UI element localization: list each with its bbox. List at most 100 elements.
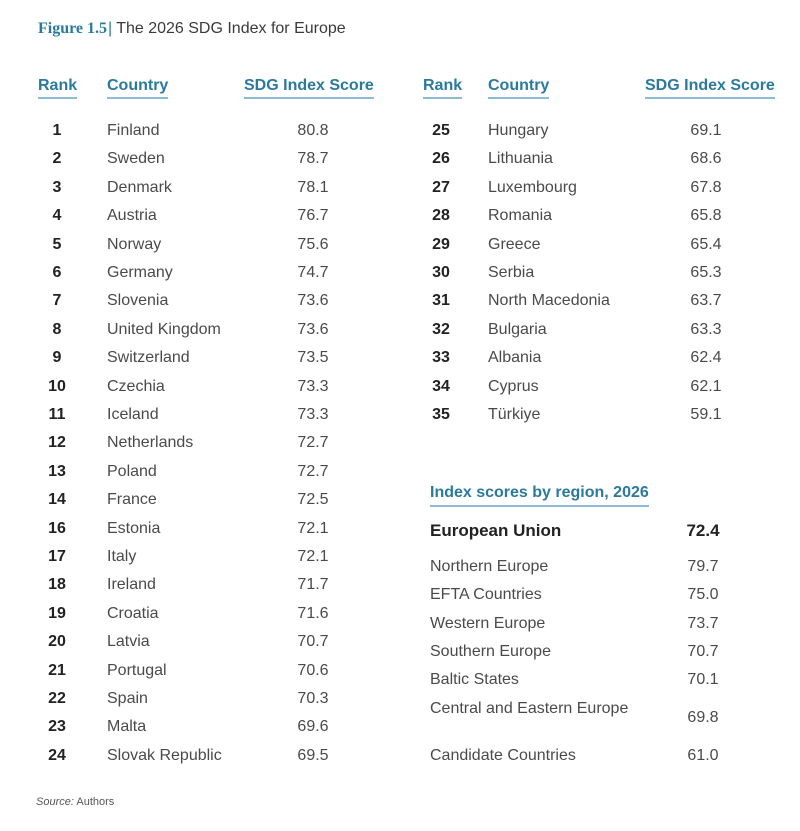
table-row: 1 Finland 80.8 [40, 122, 380, 150]
country-cell: Austria [107, 207, 157, 225]
country-cell: Portugal [107, 661, 167, 679]
rank-cell: 7 [52, 292, 62, 310]
score-cell: 62.4 [690, 349, 722, 367]
rank-cell: 20 [48, 633, 66, 651]
rank-cell: 8 [52, 320, 62, 338]
score-cell: 68.6 [690, 150, 722, 168]
rank-cell: 31 [432, 292, 450, 310]
country-cell: Romania [488, 207, 553, 225]
table-row: 11 Iceland 73.3 [40, 406, 380, 434]
region-score: 70.1 [687, 671, 719, 688]
score-cell: 78.7 [297, 150, 329, 168]
region-score: 61.0 [687, 747, 719, 764]
rank-cell: 13 [48, 462, 66, 480]
region-score: 75.0 [687, 586, 719, 603]
rank-cell: 27 [432, 178, 450, 196]
rank-cell: 30 [432, 264, 450, 281]
score-cell: 76.7 [297, 207, 329, 225]
score-cell: 62.1 [690, 377, 722, 395]
rank-cell: 25 [432, 122, 450, 139]
table-row: 18 Ireland 71.7 [40, 576, 380, 604]
score-cell: 80.8 [297, 122, 329, 139]
region-name: European Union [430, 521, 562, 540]
table-row: 2 Sweden 78.7 [40, 150, 380, 178]
table-row: 4 Austria 76.7 [40, 207, 380, 235]
rank-cell: 4 [52, 207, 62, 225]
table-row: 29 Greece 65.4 [424, 236, 764, 264]
score-cell: 71.7 [297, 576, 329, 594]
score-cell: 70.3 [297, 690, 329, 707]
region-name: Southern Europe [430, 643, 551, 660]
table-row: 30 Serbia 65.3 [424, 264, 764, 292]
region-scores-title: Index scores by region, 2026 [430, 484, 649, 507]
rank-cell: 2 [52, 150, 62, 168]
region-score: 70.7 [687, 643, 719, 660]
country-cell: France [107, 491, 157, 509]
country-cell: Slovenia [107, 292, 169, 310]
header-score-left: SDG Index Score [244, 77, 374, 99]
rank-cell: 26 [432, 150, 450, 168]
score-cell: 75.6 [297, 235, 329, 253]
table-row: 8 United Kingdom 73.6 [40, 321, 380, 349]
table-row: 24 Slovak Republic 69.5 [40, 747, 380, 775]
country-cell: Norway [107, 235, 162, 253]
country-cell: Latvia [107, 633, 150, 651]
score-cell: 65.3 [690, 264, 722, 281]
score-cell: 70.6 [297, 661, 329, 679]
score-cell: 67.8 [690, 178, 722, 196]
title-separator: | [108, 20, 113, 37]
rank-cell: 18 [48, 576, 66, 594]
region-name: Baltic States [430, 671, 519, 688]
country-cell: Switzerland [107, 349, 190, 367]
rank-cell: 12 [48, 434, 66, 452]
score-cell: 69.6 [297, 718, 329, 736]
country-cell: Bulgaria [488, 320, 547, 338]
table-row: 16 Estonia 72.1 [40, 520, 380, 548]
table-row: 27 Luxembourg 67.8 [424, 179, 764, 207]
region-name: Candidate Countries [430, 747, 576, 764]
region-name: Northern Europe [430, 558, 549, 575]
country-cell: Luxembourg [488, 178, 577, 196]
table-row: 20 Latvia 70.7 [40, 633, 380, 661]
country-cell: Lithuania [488, 150, 553, 168]
score-cell: 71.6 [297, 604, 329, 622]
rank-cell: 1 [52, 122, 62, 139]
table-row: 19 Croatia 71.6 [40, 605, 380, 633]
score-cell: 73.6 [297, 292, 329, 310]
region-score: 72.4 [686, 521, 720, 540]
table-row: 26 Lithuania 68.6 [424, 150, 764, 178]
table-row: 5 Norway 75.6 [40, 236, 380, 264]
country-cell: Ireland [107, 576, 156, 594]
score-cell: 72.7 [297, 462, 329, 480]
country-cell: Albania [488, 349, 542, 367]
rank-cell: 5 [52, 235, 62, 253]
score-cell: 72.1 [297, 548, 329, 565]
rank-cell: 3 [52, 178, 62, 196]
figure-title-text: The 2026 SDG Index for Europe [116, 20, 346, 37]
rank-cell: 24 [48, 746, 66, 764]
region-score: 73.7 [687, 615, 719, 632]
header-rank-left: Rank [38, 77, 78, 99]
table-row: 7 Slovenia 73.6 [40, 292, 380, 320]
table-row: 13 Poland 72.7 [40, 463, 380, 491]
source-text: Authors [76, 796, 115, 808]
score-cell: 65.4 [690, 235, 722, 253]
rank-cell: 28 [432, 207, 450, 225]
table-row: 6 Germany 74.7 [40, 264, 380, 292]
table-row: 33 Albania 62.4 [424, 349, 764, 377]
table-row: 32 Bulgaria 63.3 [424, 321, 764, 349]
score-cell: 74.7 [297, 264, 329, 281]
country-cell: Italy [107, 548, 137, 565]
table-row: 23 Malta 69.6 [40, 718, 380, 746]
country-cell: Germany [107, 264, 173, 281]
table-row: 14 France 72.5 [40, 491, 380, 519]
rank-cell: 35 [432, 406, 450, 423]
region-score: 69.8 [687, 709, 719, 726]
score-cell: 73.3 [297, 406, 329, 423]
rank-cell: 6 [52, 264, 62, 281]
source-label: Source: [36, 796, 74, 808]
score-cell: 73.3 [297, 377, 329, 395]
rank-cell: 29 [432, 235, 450, 253]
country-cell: Serbia [488, 264, 535, 281]
score-cell: 65.8 [690, 207, 722, 225]
